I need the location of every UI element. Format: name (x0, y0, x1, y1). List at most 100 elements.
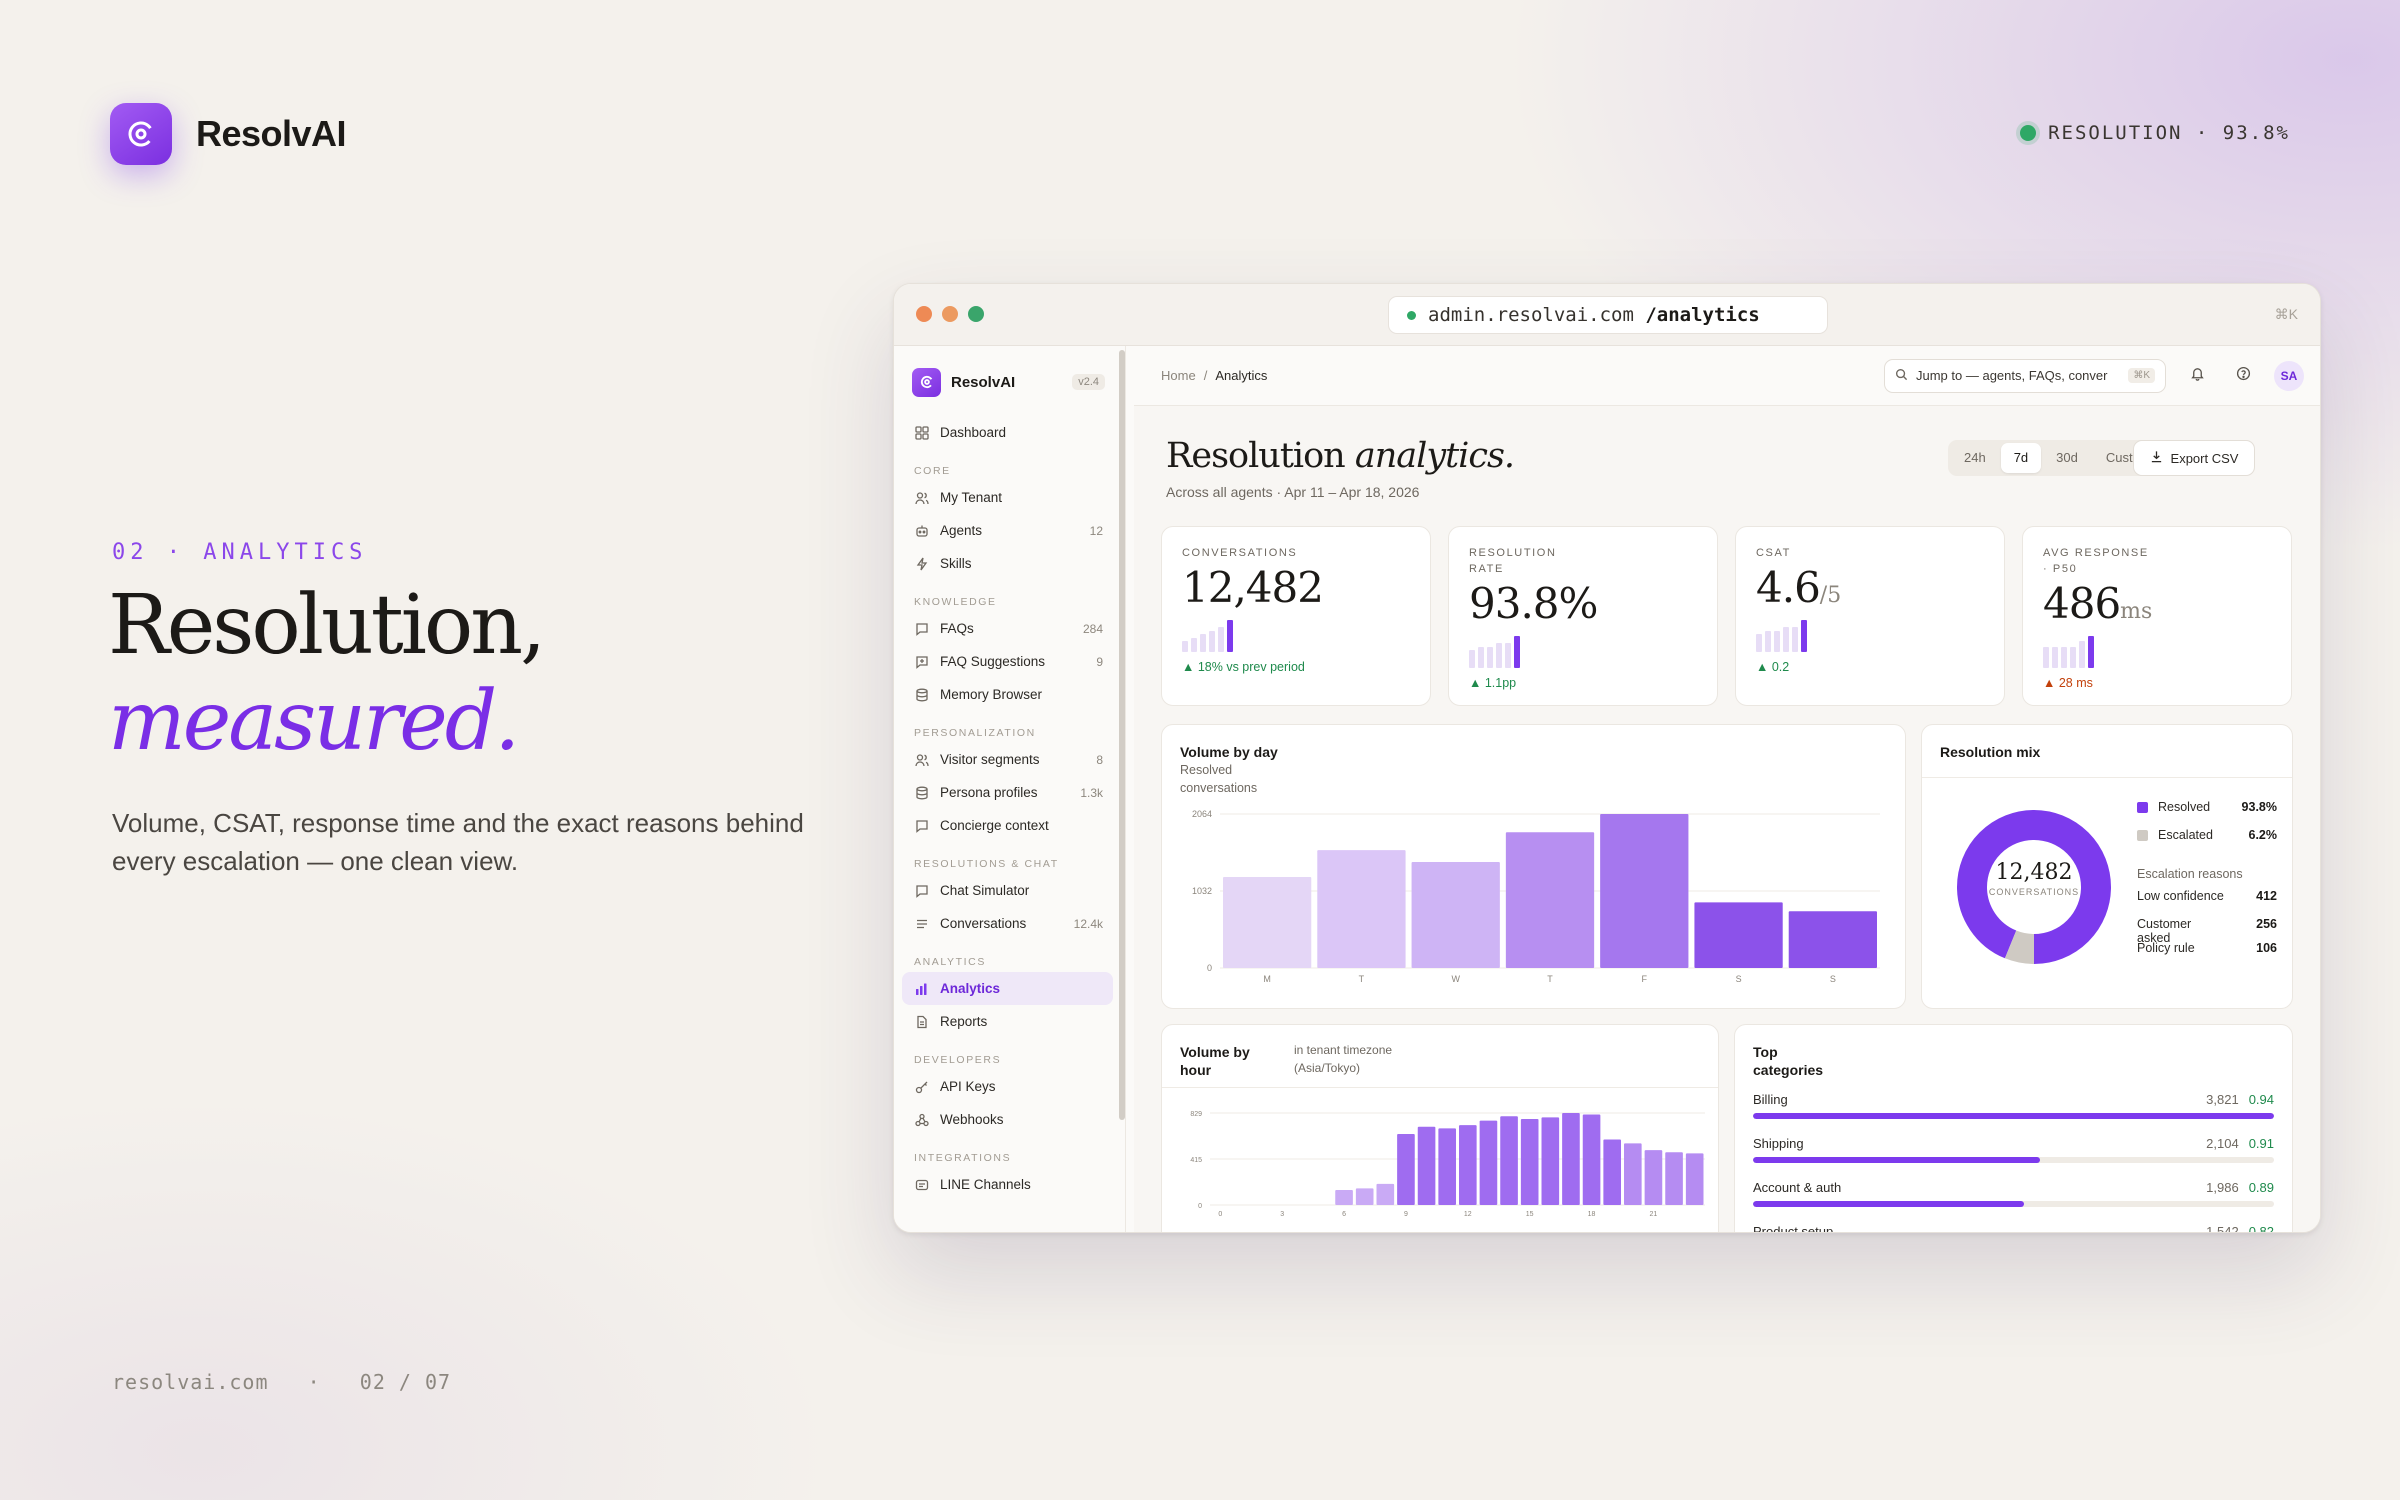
page-header: Resolution analytics. Across all agents … (1166, 436, 1515, 500)
sparkline-bar (2043, 647, 2049, 668)
sidebar-item-memory-browser[interactable]: Memory Browser (912, 678, 1113, 711)
hour-bar[interactable] (1603, 1139, 1621, 1205)
sparkline-bar (1756, 634, 1762, 652)
sparkline-bar (1765, 631, 1771, 652)
category-row[interactable]: Account & auth 1,986 0.89 (1753, 1177, 2274, 1207)
hour-bar[interactable] (1541, 1117, 1560, 1205)
notifications-button[interactable] (2182, 361, 2212, 391)
hour-bar[interactable] (1479, 1120, 1498, 1205)
sidebar-item-webhooks[interactable]: Webhooks (912, 1103, 1113, 1136)
hour-bar[interactable] (1624, 1143, 1642, 1205)
hour-bar[interactable] (1376, 1183, 1395, 1205)
user-avatar[interactable]: SA (2274, 360, 2304, 391)
sidebar-item-agents[interactable]: Agents 12 (912, 514, 1113, 547)
sparkline-bar (1801, 620, 1807, 652)
sparkline-bar (1505, 643, 1511, 668)
hour-bar[interactable] (1582, 1114, 1601, 1205)
hour-bar[interactable] (1438, 1128, 1456, 1205)
sidebar-item-api-keys[interactable]: API Keys (912, 1070, 1113, 1103)
hour-bar[interactable] (1459, 1125, 1477, 1205)
hour-bar[interactable] (1685, 1153, 1704, 1205)
sidebar-item-my-tenant[interactable]: My Tenant (912, 481, 1113, 514)
hour-bar[interactable] (1417, 1126, 1436, 1205)
sidebar-item-persona-profiles[interactable]: Persona profiles 1.3k (912, 776, 1113, 809)
kpi-label: AVG RESPONSE · P50 (2043, 547, 2149, 575)
kpi-card-avg-response: AVG RESPONSE · P50 486ms ▲ 28 ms (2022, 526, 2292, 706)
day-bar[interactable] (1223, 876, 1312, 968)
donut-slice-escalated[interactable] (1957, 810, 2111, 964)
global-search-input[interactable]: Jump to — agents, FAQs, conver ⌘K (1884, 358, 2166, 393)
category-row[interactable]: Shipping 2,104 0.91 (1753, 1133, 2274, 1163)
hour-bar[interactable] (1644, 1150, 1663, 1205)
volume-by-day-chart: 0 1032 2064 M T W T F S S (1192, 809, 1880, 984)
sidebar-item-visitor-segments[interactable]: Visitor segments 8 (912, 743, 1113, 776)
bot-icon (914, 523, 930, 539)
panel-subtitle: in tenant timezone (Asia/Tokyo) (1294, 1043, 1393, 1075)
x-tick-label: 21 (1650, 1211, 1658, 1218)
hero-title-line2: measured. (108, 674, 520, 769)
sidebar-item-faqs[interactable]: FAQs 284 (912, 612, 1113, 645)
day-bar[interactable] (1411, 862, 1500, 968)
sidebar-item-skills[interactable]: Skills (912, 547, 1113, 580)
resolution-mix-legend: Resolved 93.8% Escalated 6.2% Escalation… (2137, 793, 2277, 963)
close-window-button[interactable] (916, 306, 932, 322)
category-row[interactable]: Billing 3,821 0.94 (1753, 1089, 2274, 1119)
sidebar-section-core: CORE (914, 465, 951, 477)
sparkline-bar (1182, 641, 1188, 652)
page-title: Resolution analytics. (1166, 436, 1515, 476)
sidebar-item-line-channels[interactable]: LINE Channels (912, 1168, 1113, 1201)
sidebar-item-reports[interactable]: Reports (912, 1005, 1113, 1038)
sidebar-item-analytics[interactable]: Analytics (902, 972, 1113, 1005)
maximize-window-button[interactable] (968, 306, 984, 322)
legend-item-escalated: Escalated 6.2% (2137, 821, 2277, 849)
sidebar-item-label: Skills (940, 556, 972, 571)
sidebar-scrollbar[interactable] (1119, 350, 1125, 1120)
sidebar-item-chat-simulator[interactable]: Chat Simulator (912, 874, 1113, 907)
hour-bar[interactable] (1500, 1116, 1518, 1205)
sidebar-item-conversations[interactable]: Conversations 12.4k (912, 907, 1113, 940)
kpi-unit: /5 (1819, 583, 1842, 608)
sidebar-item-concierge-context[interactable]: Concierge context (912, 809, 1113, 842)
volume-by-hour-panel: Volume by hour in tenant timezone (Asia/… (1161, 1024, 1719, 1232)
page-title-main: Resolution (1166, 436, 1346, 476)
x-tick-label: W (1451, 974, 1460, 984)
category-name: Shipping (1753, 1135, 1804, 1151)
status-text: RESOLUTION · 93.8% (2048, 122, 2290, 144)
sparkline-bar (2079, 641, 2085, 668)
export-csv-button[interactable]: Export CSV (2133, 440, 2255, 476)
address-bar[interactable]: admin.resolvai.com /analytics (1388, 296, 1828, 334)
range-option-24h[interactable]: 24h (1964, 450, 1986, 465)
day-bar[interactable] (1505, 832, 1595, 968)
sparkline-bar (2061, 647, 2067, 668)
hour-bar[interactable] (1520, 1118, 1539, 1205)
range-option-7d[interactable]: 7d (2000, 443, 2042, 473)
sparkline-bar (2070, 647, 2076, 668)
brand: ResolvAI (110, 103, 347, 165)
range-option-30d[interactable]: 30d (2056, 450, 2078, 465)
help-button[interactable] (2228, 361, 2258, 391)
sidebar-item-dashboard[interactable]: Dashboard (912, 416, 1113, 449)
escalation-reason-value: 106 (2256, 941, 2277, 955)
sidebar-section-resolutions: RESOLUTIONS & CHAT (914, 858, 1059, 870)
kpi-card-csat: CSAT 4.6/5 ▲ 0.2 (1735, 526, 2005, 706)
category-bar-track (1753, 1113, 2274, 1119)
hour-bar[interactable] (1335, 1190, 1353, 1205)
hour-bar[interactable] (1562, 1113, 1580, 1205)
minimize-window-button[interactable] (942, 306, 958, 322)
breadcrumb-home[interactable]: Home (1161, 368, 1196, 383)
sparkline-bar (2088, 636, 2094, 668)
day-bar[interactable] (1788, 911, 1877, 968)
browser-window: admin.resolvai.com /analytics ⌘K ResolvA… (893, 283, 2321, 1233)
hour-bar[interactable] (1397, 1133, 1415, 1205)
day-bar[interactable] (1694, 902, 1783, 968)
hour-bar[interactable] (1355, 1188, 1374, 1205)
category-row[interactable]: Product setup 1,542 0.82 (1753, 1221, 2274, 1233)
sidebar-item-faq-suggestions[interactable]: FAQ Suggestions 9 (912, 645, 1113, 678)
message-square-plus-icon (914, 654, 930, 670)
webhook-icon (914, 1112, 930, 1128)
kpi-value-number: 4.6 (1756, 563, 1821, 612)
x-tick-label: 6 (1342, 1211, 1346, 1218)
hour-bar[interactable] (1665, 1152, 1683, 1205)
day-bar[interactable] (1317, 850, 1406, 968)
day-bar[interactable] (1600, 814, 1689, 968)
